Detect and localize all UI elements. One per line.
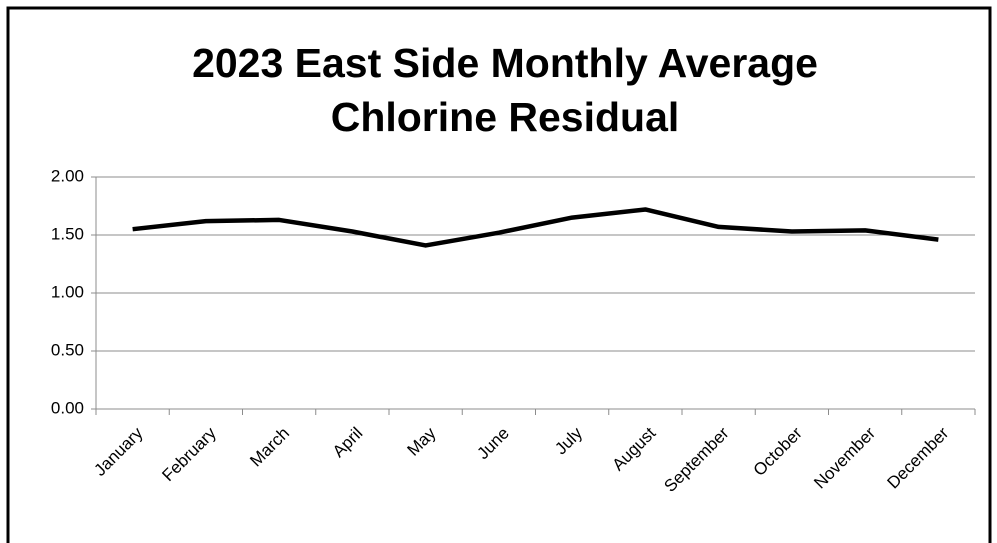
chart-title: 2023 East Side Monthly Average Chlorine … bbox=[192, 40, 818, 140]
x-tick-label: September bbox=[660, 423, 732, 495]
x-tick-label: January bbox=[90, 423, 147, 480]
x-tick-label: October bbox=[750, 423, 806, 479]
y-tick-label: 2.00 bbox=[51, 166, 84, 185]
x-tick-label: March bbox=[246, 424, 293, 471]
x-tick-label: June bbox=[473, 424, 513, 464]
y-tick-label: 0.50 bbox=[51, 340, 84, 359]
x-tick-label: May bbox=[403, 423, 439, 459]
y-tick-label: 1.00 bbox=[51, 282, 84, 301]
y-tick-label: 0.00 bbox=[51, 398, 84, 417]
data-line bbox=[132, 207, 939, 248]
x-tick-label: February bbox=[158, 423, 220, 485]
x-tick-label: December bbox=[883, 423, 952, 492]
x-tick-label: April bbox=[329, 424, 366, 461]
y-tick-label: 1.50 bbox=[51, 224, 84, 243]
x-tick-label: July bbox=[551, 423, 586, 458]
x-tick-label: August bbox=[609, 423, 660, 474]
chart-border bbox=[6, 6, 992, 543]
x-tick-label: November bbox=[810, 423, 879, 492]
